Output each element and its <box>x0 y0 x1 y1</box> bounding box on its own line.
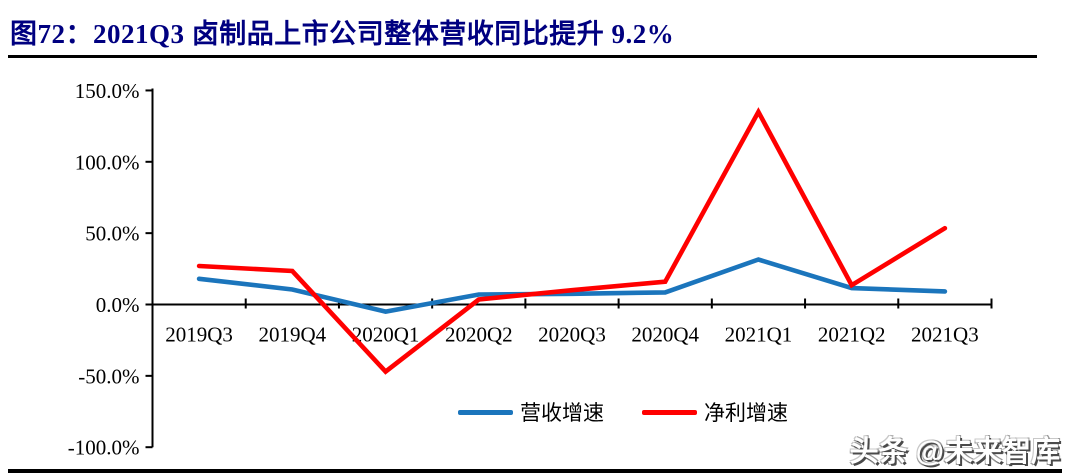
net-profit-growth-line <box>196 107 948 375</box>
x-tick-label: 2019Q3 <box>165 323 233 347</box>
net-profit-legend-label: 净利增速 <box>704 401 788 425</box>
x-tick-label: 2019Q4 <box>258 323 326 347</box>
y-tick-label: 50.0% <box>85 222 139 246</box>
x-tick-label: 2021Q2 <box>818 323 886 347</box>
x-tick-label: 2021Q3 <box>911 323 979 347</box>
y-tick-label: -50.0% <box>78 364 139 388</box>
y-tick-label: 0.0% <box>96 293 140 317</box>
x-tick-label: 2021Q1 <box>725 323 793 347</box>
revenue-legend-label: 营收增速 <box>520 401 604 425</box>
revenue-growth-line <box>196 257 948 314</box>
title-underline <box>8 55 1037 58</box>
y-tick-label: -100.0% <box>68 436 140 460</box>
watermark: 头条 @未来智库 <box>849 436 1060 468</box>
x-tick-label: 2020Q4 <box>631 323 699 347</box>
y-tick-label: 150.0% <box>75 79 140 103</box>
y-tick-label: 100.0% <box>75 150 140 174</box>
net-profit-legend-line-swatch <box>642 409 697 415</box>
figure-title: 图72：2021Q3 卤制品上市公司整体营收同比提升 9.2% <box>10 19 675 49</box>
legend: 营收增速 净利增速 <box>458 397 788 427</box>
x-tick-label: 2020Q3 <box>538 323 606 347</box>
bottom-border <box>8 469 1062 473</box>
legend-item-net-profit: 净利增速 <box>642 397 788 427</box>
revenue-legend-line-swatch <box>458 409 513 415</box>
legend-item-revenue: 营收增速 <box>458 397 604 427</box>
x-tick-label: 2020Q2 <box>445 323 513 347</box>
x-tick-label: 2020Q1 <box>352 323 420 347</box>
